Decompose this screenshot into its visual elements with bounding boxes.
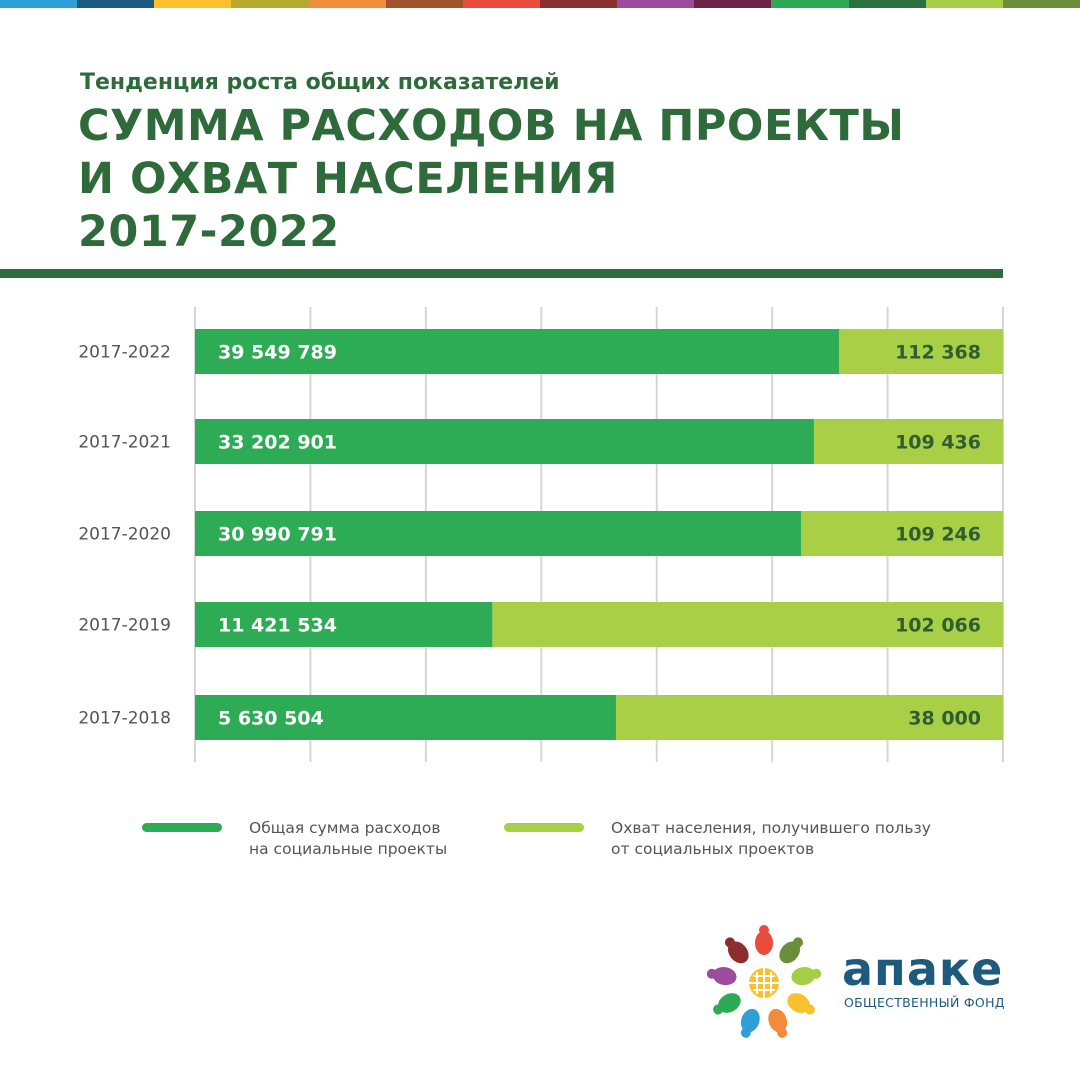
color-strip-segment — [0, 0, 78, 8]
apake-logo-icon — [706, 925, 822, 1038]
y-tick-label: 2017-2021 — [78, 433, 171, 453]
data-label-expenses: 33 202 901 — [218, 432, 337, 454]
title-divider — [0, 269, 1003, 278]
bar-coverage — [838, 329, 1003, 374]
color-strip-segment — [231, 0, 309, 8]
data-label-expenses: 11 421 534 — [218, 615, 337, 637]
color-strip-segment — [539, 0, 618, 8]
bar-coverage — [615, 695, 1003, 740]
legend-label-coverage: Охват населения, получившего пользу от с… — [611, 819, 931, 858]
data-label-coverage: 112 368 — [895, 342, 981, 364]
bar-coverage — [813, 419, 1003, 464]
title-line-2: И ОХВАТ НАСЕЛЕНИЯ — [78, 154, 618, 204]
y-tick-label: 2017-2020 — [78, 525, 171, 545]
legend-swatch-coverage — [504, 823, 584, 832]
brand-name: апаке — [842, 942, 1004, 996]
bar-expenses — [195, 602, 493, 647]
color-strip-segment — [617, 0, 695, 8]
color-strip-segment — [385, 0, 463, 8]
data-label-coverage: 102 066 — [895, 615, 981, 637]
data-label-expenses: 5 630 504 — [218, 708, 324, 730]
legend-item-coverage: Охват населения, получившего пользу от с… — [504, 818, 931, 860]
stacked-bar-chart: 2017-2022 39 549 789 112 368 2017-2021 33 20… — [78, 307, 1004, 762]
data-label-coverage: 109 246 — [895, 524, 981, 546]
top-color-strip — [0, 0, 1080, 8]
title-line-3: 2017-2022 — [78, 207, 340, 257]
y-tick-label: 2017-2018 — [78, 709, 171, 729]
brand-tagline: ОБЩЕСТВЕННЫЙ ФОНД — [844, 995, 1005, 1010]
color-strip-segment — [771, 0, 849, 8]
data-label-expenses: 39 549 789 — [218, 342, 337, 364]
data-label-expenses: 30 990 791 — [218, 524, 337, 546]
legend-item-expenses: Общая сумма расходов на социальные проек… — [142, 818, 447, 860]
bar-expenses — [195, 511, 801, 556]
chart-subtitle: Тенденция роста общих показателей — [80, 70, 560, 95]
bar-coverage — [492, 602, 1003, 647]
bar-expenses — [195, 695, 616, 740]
legend-label-expenses: Общая сумма расходов на социальные проек… — [249, 819, 448, 858]
color-strip-segment — [694, 0, 772, 8]
color-strip-segment — [1002, 0, 1080, 8]
color-strip-segment — [308, 0, 386, 8]
chart-title: СУММА РАСХОДОВ НА ПРОЕКТЫ И ОХВАТ НАСЕЛЕ… — [78, 100, 904, 259]
data-label-coverage: 109 436 — [895, 432, 981, 454]
color-strip-segment — [925, 0, 1003, 8]
data-label-coverage: 38 000 — [908, 708, 981, 730]
bar-expenses — [195, 419, 814, 464]
bar-coverage — [801, 511, 1003, 556]
bar-expenses — [195, 329, 839, 374]
y-tick-label: 2017-2019 — [78, 616, 171, 636]
color-strip-segment — [848, 0, 926, 8]
y-tick-label: 2017-2022 — [78, 343, 171, 363]
bars: 2017-2022 39 549 789 112 368 2017-2021 33 20… — [78, 329, 1003, 740]
title-line-1: СУММА РАСХОДОВ НА ПРОЕКТЫ — [78, 101, 905, 151]
color-strip-segment — [154, 0, 232, 8]
color-strip-segment — [462, 0, 540, 8]
legend-swatch-expenses — [142, 823, 222, 832]
color-strip-segment — [77, 0, 155, 8]
